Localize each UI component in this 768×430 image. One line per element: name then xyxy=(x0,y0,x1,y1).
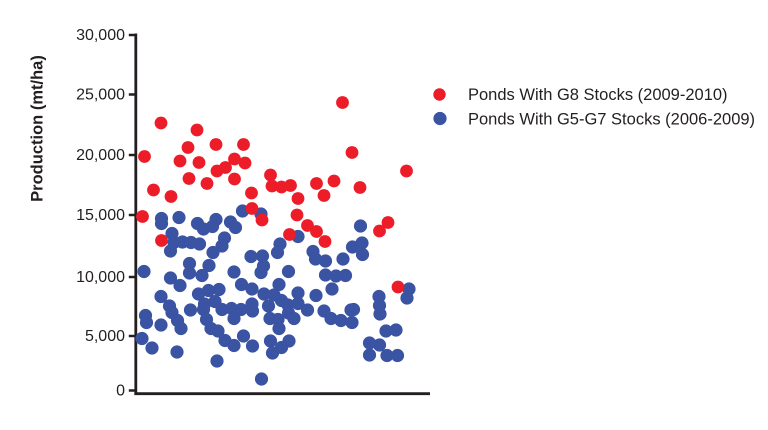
svg-text:5,000: 5,000 xyxy=(85,328,125,345)
svg-text:0: 0 xyxy=(116,383,125,400)
svg-text:Ponds With G5-G7 Stocks (2006-: Ponds With G5-G7 Stocks (2006-2009) xyxy=(468,111,755,129)
svg-text:30,000: 30,000 xyxy=(76,27,125,44)
svg-text:10,000: 10,000 xyxy=(76,269,125,286)
svg-text:20,000: 20,000 xyxy=(76,147,125,164)
svg-text:Ponds With G8 Stocks (2009-201: Ponds With G8 Stocks (2009-2010) xyxy=(468,86,728,104)
svg-text:25,000: 25,000 xyxy=(76,87,125,104)
svg-text:Production (mt/ha): Production (mt/ha) xyxy=(29,55,47,202)
svg-text:15,000: 15,000 xyxy=(76,207,125,224)
